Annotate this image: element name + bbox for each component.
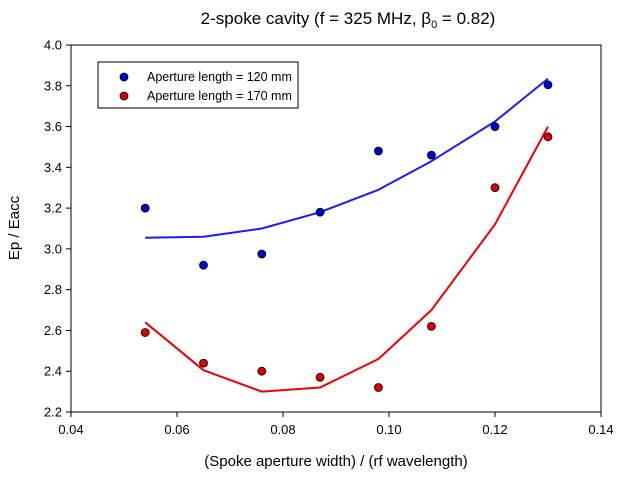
y-tick-label: 3.0: [44, 241, 62, 256]
y-tick-label: 2.6: [44, 323, 62, 338]
y-axis-ticks: 2.2 2.4 2.6 2.8 3.0 3.2 3.4 3.6 3.8 4.0: [44, 38, 71, 420]
x-tick-label: 0.04: [58, 422, 83, 437]
data-point-series-2: [140, 328, 150, 337]
legend: Aperture length = 120 mm Aperture length…: [97, 61, 299, 109]
y-axis-title: Ep / Eacc: [6, 195, 23, 260]
data-point-series-1: [257, 249, 267, 259]
x-tick-label: 0.06: [164, 422, 189, 437]
data-point-series-2: [426, 321, 436, 331]
legend-label-series-2: Aperture length = 170 mm: [147, 89, 292, 103]
data-point-series-2: [490, 183, 500, 193]
y-tick-label: 3.4: [44, 160, 62, 175]
y-tick-label: 3.2: [44, 201, 62, 216]
data-point-series-1: [199, 260, 208, 270]
chart-title: 2-spoke cavity (f = 325 MHz, β0 = 0.82): [201, 9, 496, 31]
data-point-series-1: [543, 80, 553, 90]
data-point-series-1: [373, 146, 383, 156]
plot-frame: [70, 44, 602, 413]
x-axis-title: (Spoke aperture width) / (rf wavelength): [204, 453, 467, 470]
data-point-series-2: [257, 366, 267, 376]
chart-title-beta: β: [421, 9, 431, 28]
legend-marker-series-1: [119, 72, 129, 82]
data-point-series-2: [315, 372, 325, 382]
fit-line-series-1: [145, 77, 549, 239]
y-tick-label: 2.2: [44, 405, 62, 420]
x-tick-label: 0.14: [588, 422, 613, 437]
data-point-series-2: [373, 383, 383, 392]
y-tick-label: 4.0: [44, 38, 62, 53]
chart-title-beta-sub: 0: [431, 19, 437, 31]
chart-title-tail: = 0.82): [437, 9, 495, 28]
series-2: [140, 126, 553, 393]
y-tick-label: 3.6: [44, 119, 62, 134]
x-tick-label: 0.12: [482, 422, 507, 437]
data-point-series-1: [490, 122, 500, 131]
x-tick-label: 0.08: [270, 422, 295, 437]
y-tick-label: 2.4: [44, 364, 62, 379]
data-point-series-2: [543, 132, 553, 142]
data-point-series-1: [426, 150, 436, 160]
legend-marker-series-2: [119, 91, 129, 101]
chart-title-main: 2-spoke cavity (f = 325 MHz,: [201, 9, 422, 28]
data-point-series-1: [140, 203, 150, 213]
series-1: [140, 77, 553, 270]
y-tick-label: 3.8: [44, 78, 62, 93]
x-tick-label: 0.10: [376, 422, 401, 437]
x-axis-ticks: 0.04 0.06 0.08 0.10 0.12 0.14: [58, 412, 614, 437]
series-layer: [140, 77, 553, 393]
y-tick-label: 2.8: [44, 282, 62, 297]
legend-label-series-1: Aperture length = 120 mm: [147, 70, 292, 84]
data-point-series-1: [315, 207, 325, 217]
fit-line-series-2: [144, 126, 549, 393]
legend-box: [97, 61, 299, 109]
data-point-series-2: [199, 358, 208, 368]
